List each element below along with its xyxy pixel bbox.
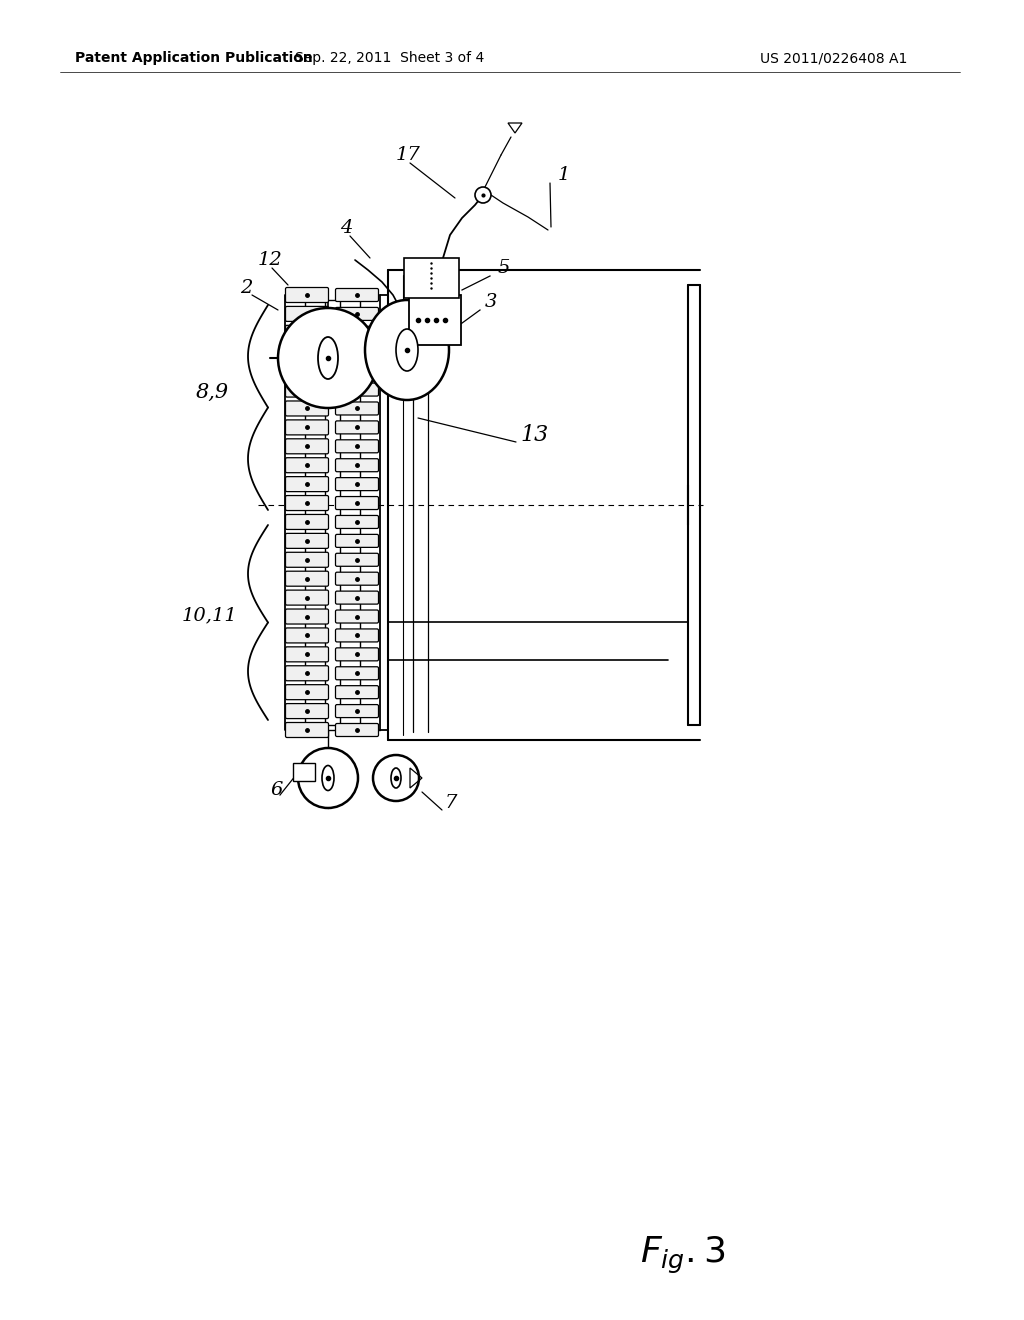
FancyBboxPatch shape (336, 723, 379, 737)
FancyBboxPatch shape (286, 572, 329, 586)
FancyBboxPatch shape (286, 420, 329, 434)
Text: 13: 13 (520, 424, 548, 446)
FancyBboxPatch shape (336, 308, 379, 321)
Bar (404, 257, 459, 298)
FancyBboxPatch shape (286, 401, 329, 416)
FancyBboxPatch shape (336, 610, 379, 623)
Text: 17: 17 (396, 147, 421, 164)
Bar (293, 763, 315, 781)
FancyBboxPatch shape (336, 289, 379, 301)
FancyBboxPatch shape (336, 459, 379, 471)
FancyBboxPatch shape (286, 288, 329, 302)
FancyBboxPatch shape (336, 705, 379, 718)
Text: 12: 12 (258, 251, 283, 269)
Circle shape (373, 755, 419, 801)
FancyBboxPatch shape (286, 345, 329, 359)
FancyBboxPatch shape (336, 515, 379, 528)
Text: 1: 1 (558, 166, 570, 183)
FancyBboxPatch shape (286, 628, 329, 643)
FancyBboxPatch shape (336, 667, 379, 680)
FancyBboxPatch shape (286, 438, 329, 454)
Ellipse shape (318, 337, 338, 379)
FancyBboxPatch shape (336, 553, 379, 566)
FancyBboxPatch shape (286, 325, 329, 341)
FancyBboxPatch shape (336, 440, 379, 453)
Circle shape (475, 187, 490, 203)
Text: Sep. 22, 2011  Sheet 3 of 4: Sep. 22, 2011 Sheet 3 of 4 (295, 51, 484, 65)
Ellipse shape (322, 766, 334, 791)
Text: 3: 3 (485, 293, 498, 312)
Ellipse shape (391, 768, 401, 788)
Text: 5: 5 (498, 259, 510, 277)
Circle shape (298, 748, 358, 808)
Ellipse shape (365, 300, 449, 400)
FancyBboxPatch shape (336, 421, 379, 434)
Text: 6: 6 (270, 781, 283, 799)
FancyBboxPatch shape (336, 346, 379, 358)
FancyBboxPatch shape (336, 591, 379, 605)
FancyBboxPatch shape (336, 364, 379, 378)
FancyBboxPatch shape (336, 478, 379, 491)
FancyBboxPatch shape (286, 609, 329, 624)
FancyBboxPatch shape (336, 648, 379, 661)
FancyBboxPatch shape (286, 704, 329, 718)
FancyBboxPatch shape (286, 458, 329, 473)
FancyBboxPatch shape (336, 383, 379, 396)
Text: 7: 7 (445, 795, 458, 812)
FancyBboxPatch shape (286, 495, 329, 511)
Bar (409, 294, 461, 345)
Circle shape (278, 308, 378, 408)
Ellipse shape (396, 329, 418, 371)
Text: 8,9: 8,9 (196, 383, 229, 401)
FancyBboxPatch shape (286, 363, 329, 378)
FancyBboxPatch shape (286, 552, 329, 568)
FancyBboxPatch shape (336, 685, 379, 698)
Text: US 2011/0226408 A1: US 2011/0226408 A1 (760, 51, 907, 65)
FancyBboxPatch shape (336, 572, 379, 585)
FancyBboxPatch shape (336, 403, 379, 414)
FancyBboxPatch shape (286, 647, 329, 661)
Text: Patent Application Publication: Patent Application Publication (75, 51, 312, 65)
FancyBboxPatch shape (286, 665, 329, 681)
FancyBboxPatch shape (336, 535, 379, 548)
FancyBboxPatch shape (286, 515, 329, 529)
FancyBboxPatch shape (286, 306, 329, 321)
FancyBboxPatch shape (286, 477, 329, 491)
Text: 2: 2 (240, 279, 252, 297)
FancyBboxPatch shape (286, 381, 329, 397)
FancyBboxPatch shape (286, 685, 329, 700)
Text: 4: 4 (340, 219, 352, 238)
FancyBboxPatch shape (286, 722, 329, 738)
FancyBboxPatch shape (336, 628, 379, 642)
Text: $F_{ig}.3$: $F_{ig}.3$ (640, 1234, 725, 1275)
FancyBboxPatch shape (286, 533, 329, 548)
FancyBboxPatch shape (336, 326, 379, 339)
FancyBboxPatch shape (336, 496, 379, 510)
FancyBboxPatch shape (286, 590, 329, 605)
Text: 10,11: 10,11 (182, 606, 238, 624)
